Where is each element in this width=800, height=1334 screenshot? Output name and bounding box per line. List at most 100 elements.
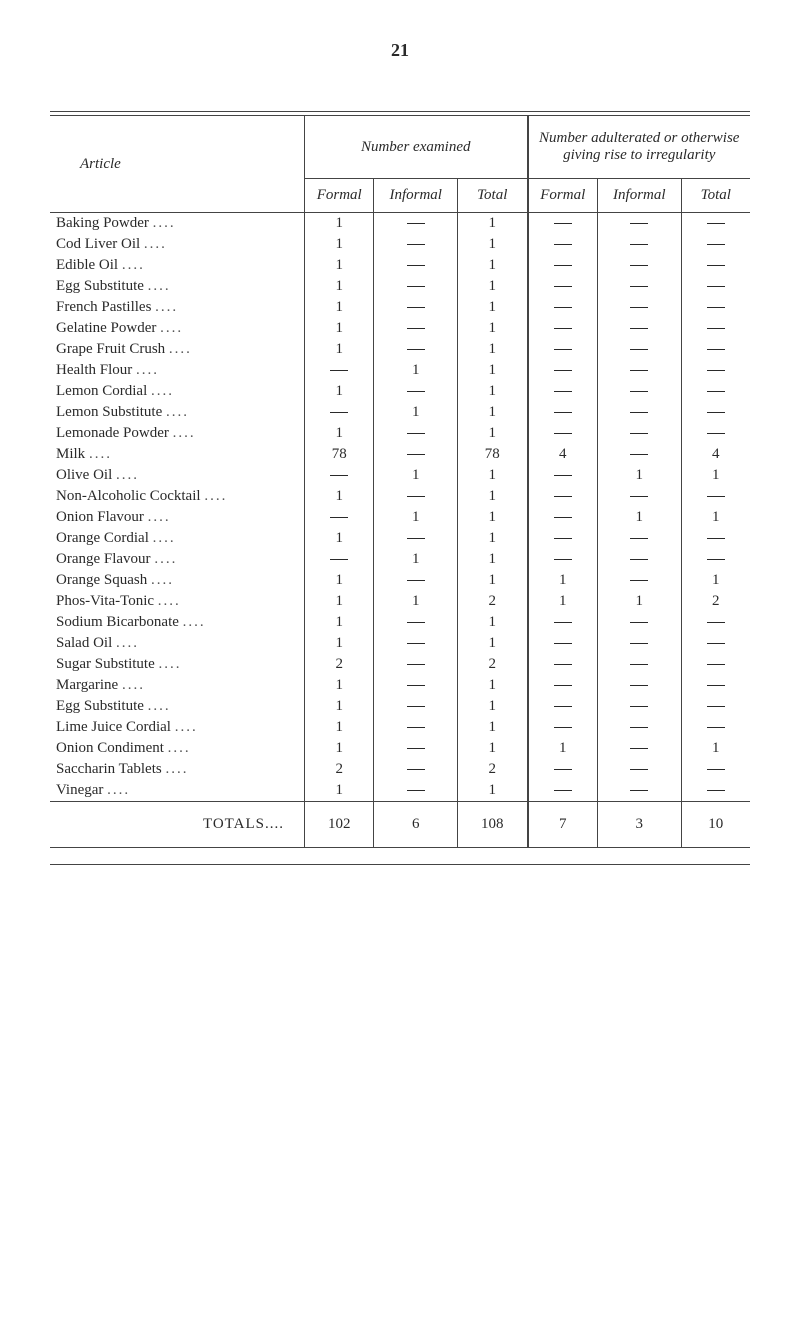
table-row: Margarine ....11 — [50, 675, 750, 696]
article-cell: Saccharin Tablets .... — [50, 759, 304, 780]
table-row: Olive Oil ....1111 — [50, 465, 750, 486]
table-cell — [374, 381, 458, 402]
table-cell: 1 — [304, 675, 373, 696]
table-cell — [374, 276, 458, 297]
table-cell: 1 — [598, 465, 682, 486]
totals-et: 108 — [458, 802, 528, 848]
table-cell — [598, 234, 682, 255]
table-row: Orange Cordial ....11 — [50, 528, 750, 549]
table-cell — [681, 696, 750, 717]
totals-row: TOTALS.... 102 6 108 7 3 10 — [50, 802, 750, 848]
header-informal-1: Informal — [374, 179, 458, 213]
table-cell — [598, 381, 682, 402]
table-cell — [598, 675, 682, 696]
table-cell: 1 — [304, 717, 373, 738]
table-cell: 1 — [304, 339, 373, 360]
table-cell — [681, 402, 750, 423]
table-cell: 1 — [458, 696, 528, 717]
table-cell: 1 — [304, 528, 373, 549]
table-cell — [304, 549, 373, 570]
table-cell: 2 — [304, 654, 373, 675]
table-cell — [598, 402, 682, 423]
table-cell — [528, 255, 598, 276]
table-cell — [681, 360, 750, 381]
table-cell — [528, 507, 598, 528]
table-cell — [681, 318, 750, 339]
header-group-examined: Number examined — [304, 116, 527, 179]
table-row: French Pastilles ....11 — [50, 297, 750, 318]
table-row: Cod Liver Oil ....11 — [50, 234, 750, 255]
table-cell — [681, 486, 750, 507]
table-cell: 1 — [458, 297, 528, 318]
table-cell — [528, 759, 598, 780]
table-cell: 1 — [304, 570, 373, 591]
table-cell — [528, 486, 598, 507]
table-cell — [598, 318, 682, 339]
table-cell: 1 — [304, 213, 373, 235]
table-cell — [374, 339, 458, 360]
table-cell: 1 — [458, 234, 528, 255]
table-cell: 78 — [304, 444, 373, 465]
table-row: Lemon Substitute ....11 — [50, 402, 750, 423]
table-cell: 1 — [681, 507, 750, 528]
table-row: Onion Condiment ....1111 — [50, 738, 750, 759]
table-cell — [374, 423, 458, 444]
article-cell: Sodium Bicarbonate .... — [50, 612, 304, 633]
table-cell — [681, 780, 750, 802]
table-cell — [528, 654, 598, 675]
table-cell — [598, 213, 682, 235]
table-cell: 1 — [458, 570, 528, 591]
article-cell: Cod Liver Oil .... — [50, 234, 304, 255]
table-cell: 1 — [458, 549, 528, 570]
article-cell: French Pastilles .... — [50, 297, 304, 318]
totals-af: 7 — [528, 802, 598, 848]
article-cell: Lime Juice Cordial .... — [50, 717, 304, 738]
table-row: Edible Oil ....11 — [50, 255, 750, 276]
table-cell — [681, 759, 750, 780]
table-cell: 1 — [598, 591, 682, 612]
table-cell: 1 — [304, 297, 373, 318]
table-cell: 1 — [304, 318, 373, 339]
table-cell: 1 — [304, 633, 373, 654]
table-cell: 1 — [458, 717, 528, 738]
table-cell: 1 — [598, 507, 682, 528]
table-cell: 1 — [304, 255, 373, 276]
table-cell: 1 — [681, 738, 750, 759]
table-cell: 1 — [374, 360, 458, 381]
table-cell — [598, 654, 682, 675]
totals-label: TOTALS.... — [50, 802, 304, 848]
table-cell — [681, 549, 750, 570]
table-cell — [528, 717, 598, 738]
table-row: Baking Powder ....11 — [50, 213, 750, 235]
article-cell: Grape Fruit Crush .... — [50, 339, 304, 360]
article-cell: Lemonade Powder .... — [50, 423, 304, 444]
table-cell: 1 — [458, 213, 528, 235]
article-cell: Orange Flavour .... — [50, 549, 304, 570]
article-cell: Baking Powder .... — [50, 213, 304, 235]
table-cell — [598, 297, 682, 318]
table-cell: 1 — [458, 507, 528, 528]
table-cell — [681, 234, 750, 255]
table-cell: 1 — [458, 738, 528, 759]
table-row: Non-Alcoholic Cocktail ....11 — [50, 486, 750, 507]
table-cell — [528, 780, 598, 802]
footer-rule — [50, 864, 750, 865]
table-cell — [528, 423, 598, 444]
table-cell — [598, 612, 682, 633]
table-cell — [304, 360, 373, 381]
table-cell — [598, 780, 682, 802]
table-cell — [374, 234, 458, 255]
table-cell — [681, 612, 750, 633]
article-cell: Phos-Vita-Tonic .... — [50, 591, 304, 612]
table-cell — [374, 612, 458, 633]
table-cell: 1 — [304, 696, 373, 717]
table-cell — [681, 654, 750, 675]
article-cell: Health Flour .... — [50, 360, 304, 381]
article-cell: Margarine .... — [50, 675, 304, 696]
table-cell — [528, 633, 598, 654]
table-cell: 4 — [528, 444, 598, 465]
table-cell — [681, 423, 750, 444]
header-formal-2: Formal — [528, 179, 598, 213]
table-cell — [598, 423, 682, 444]
table-cell — [304, 507, 373, 528]
